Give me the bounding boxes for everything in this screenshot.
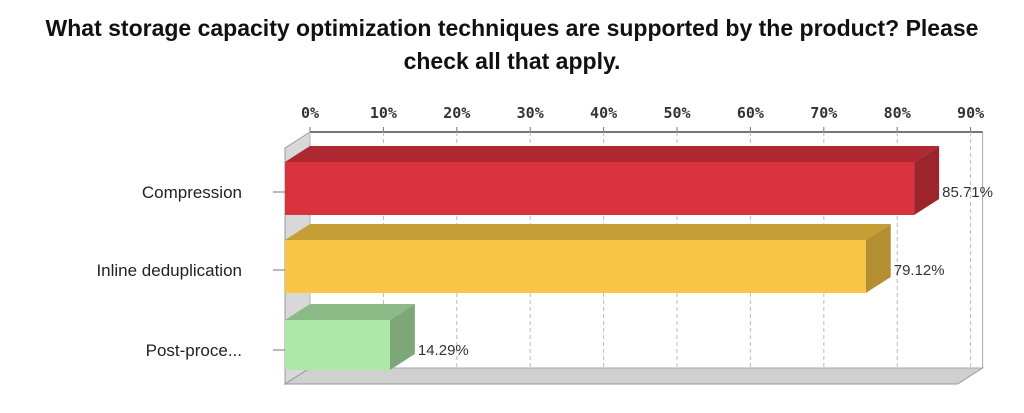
category-label: Inline deduplication [96,261,242,280]
x-tick-label: 0% [301,104,319,122]
floor [283,367,985,385]
category-label: Post-proce... [146,341,242,360]
bar-top [285,304,415,320]
data-label: 14.29% [418,342,469,359]
x-tick-label: 10% [370,104,397,122]
bar-side [865,224,891,293]
x-tick-label: 20% [443,104,470,122]
x-tick-label: 50% [663,104,690,122]
category-label: Compression [142,183,242,202]
bar [285,320,390,370]
x-tick-label: 70% [810,104,837,122]
bar-side [914,146,940,215]
data-label: 85.71% [942,184,993,201]
x-tick-label: 30% [517,104,544,122]
x-tick-label: 90% [957,104,984,122]
x-tick-label: 40% [590,104,617,122]
chart-title: What storage capacity optimization techn… [45,15,979,74]
x-tick-label: 60% [737,104,764,122]
bar-top [285,224,891,240]
bar-top [285,146,940,162]
data-label: 79.12% [894,262,945,279]
bar-side [389,304,415,370]
bar [285,162,915,215]
x-tick-label: 80% [884,104,911,122]
bar [285,240,866,293]
